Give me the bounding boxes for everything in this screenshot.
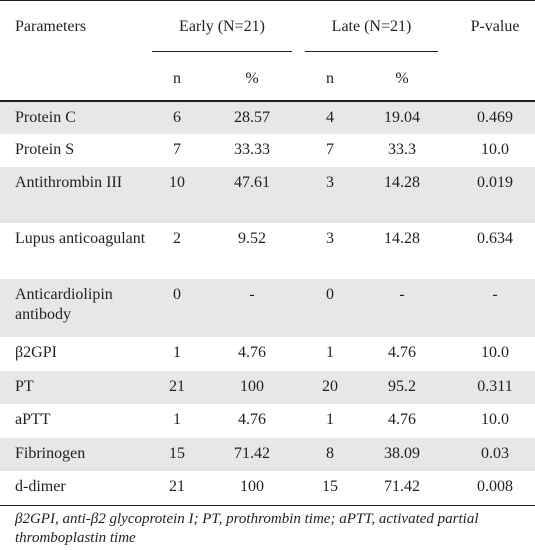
header-bottom-rule — [0, 100, 535, 102]
cell-early-pct: 71.42 — [234, 445, 270, 462]
cell-parameter: β2GPI — [15, 344, 57, 361]
cell-parameter: Protein C — [15, 109, 76, 126]
cell-late-n: 8 — [326, 445, 334, 462]
table-footnote: β2GPI, anti-β2 glycoprotein I; PT, proth… — [15, 511, 479, 546]
cell-early-n: 15 — [169, 445, 185, 462]
cell-parameter: Protein S — [15, 141, 75, 158]
cell-early-n: 21 — [169, 478, 185, 495]
cell-p: 0.311 — [477, 378, 513, 395]
cell-late-n: 4 — [326, 109, 334, 126]
cell-p: 0.008 — [477, 478, 513, 495]
cell-early-n: 2 — [173, 230, 181, 247]
late-group-rule — [305, 51, 438, 52]
cell-early-pct: 47.61 — [234, 174, 270, 191]
table-row: Protein C 6 28.57 4 19.04 0.469 — [0, 102, 535, 134]
cell-early-n: 1 — [173, 344, 181, 361]
table-top-rule — [0, 0, 535, 1]
cell-early-pct: 100 — [240, 478, 264, 495]
cell-p: 10.0 — [481, 141, 509, 158]
cell-late-pct: 95.2 — [388, 378, 416, 395]
cell-early-n: 7 — [173, 141, 181, 158]
cell-late-pct: 38.09 — [384, 445, 420, 462]
cell-early-pct: 9.52 — [238, 230, 266, 247]
cell-late-pct: 33.3 — [388, 141, 416, 158]
table-row: Lupus anticoagulant 2 9.52 3 14.28 0.634 — [0, 223, 535, 279]
cell-late-pct: 19.04 — [384, 109, 420, 126]
cell-early-pct: - — [249, 286, 255, 303]
cell-p: 0.019 — [477, 174, 513, 191]
header-pvalue: P-value — [470, 18, 520, 35]
cell-parameter: Antithrombin III — [15, 174, 123, 191]
cell-early-n: 10 — [169, 174, 185, 191]
header-late-pct: % — [395, 70, 409, 87]
cell-p: 0.469 — [477, 109, 513, 126]
cell-late-n: 1 — [326, 344, 334, 361]
header-early-n: n — [173, 70, 181, 87]
table-row: aPTT 1 4.76 1 4.76 10.0 — [0, 404, 535, 438]
cell-late-pct: - — [399, 286, 405, 303]
cell-early-n: 21 — [169, 378, 185, 395]
cell-late-pct: 14.28 — [384, 230, 420, 247]
header-parameters: Parameters — [15, 18, 87, 35]
table-bottom-rule — [0, 505, 535, 506]
table-header: Parameters Early (N=21) Late (N=21) P-va… — [0, 1, 535, 101]
cell-late-n: 15 — [322, 478, 338, 495]
header-late-n: n — [326, 70, 334, 87]
cell-parameter: Lupus anticoagulant — [15, 230, 146, 247]
cell-p: 10.0 — [481, 411, 509, 428]
cell-parameter: d-dimer — [15, 478, 66, 495]
header-late: Late (N=21) — [331, 18, 412, 35]
cell-parameter: Fibrinogen — [15, 445, 86, 462]
cell-early-pct: 4.76 — [238, 344, 266, 361]
cell-p: 10.0 — [481, 344, 509, 361]
cell-early-pct: 100 — [240, 378, 264, 395]
table-row: β2GPI 1 4.76 1 4.76 10.0 — [0, 337, 535, 371]
cell-early-pct: 33.33 — [234, 141, 270, 158]
table-row: Anticardiolipin antibody 0 - 0 - - — [0, 279, 535, 337]
cell-late-pct: 71.42 — [384, 478, 420, 495]
cell-late-n: 3 — [326, 230, 334, 247]
cell-parameter: Anticardiolipin antibody — [15, 286, 113, 323]
table-row: Protein S 7 33.33 7 33.3 10.0 — [0, 134, 535, 167]
cell-late-n: 1 — [326, 411, 334, 428]
cell-p: - — [492, 286, 498, 303]
cell-late-n: 7 — [326, 141, 334, 158]
cell-early-n: 1 — [173, 411, 181, 428]
table-row: d-dimer 21 100 15 71.42 0.008 — [0, 471, 535, 505]
cell-late-pct: 4.76 — [388, 411, 416, 428]
header-early: Early (N=21) — [179, 18, 265, 35]
cell-late-pct: 14.28 — [384, 174, 420, 191]
cell-early-pct: 28.57 — [234, 109, 270, 126]
cell-late-n: 0 — [326, 286, 334, 303]
cell-early-pct: 4.76 — [238, 411, 266, 428]
cell-p: 0.634 — [477, 230, 513, 247]
cell-p: 0.03 — [481, 445, 509, 462]
table-row: Fibrinogen 15 71.42 8 38.09 0.03 — [0, 438, 535, 471]
cell-late-n: 20 — [322, 378, 338, 395]
early-group-rule — [152, 51, 292, 52]
cell-early-n: 0 — [173, 286, 181, 303]
cell-late-n: 3 — [326, 174, 334, 191]
cell-parameter: aPTT — [15, 411, 51, 428]
table-row: PT 21 100 20 95.2 0.311 — [0, 371, 535, 404]
cell-early-n: 6 — [173, 109, 181, 126]
header-early-pct: % — [245, 70, 259, 87]
cell-parameter: PT — [15, 378, 34, 395]
table-row: Antithrombin III 10 47.61 3 14.28 0.019 — [0, 167, 535, 223]
cell-late-pct: 4.76 — [388, 344, 416, 361]
